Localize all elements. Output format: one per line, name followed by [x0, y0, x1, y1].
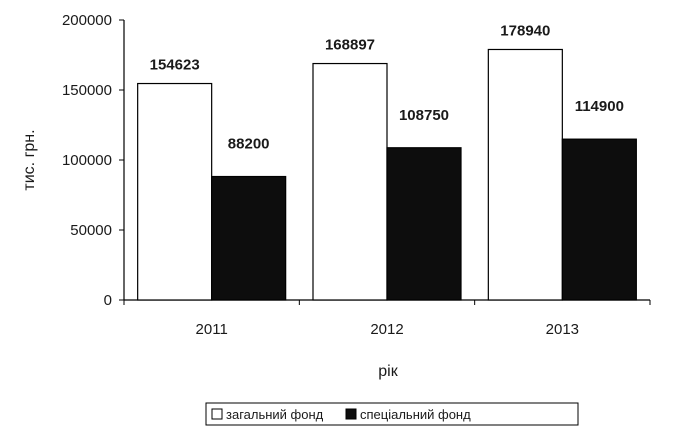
legend-label-series-2: спеціальний фонд [360, 407, 471, 422]
y-tick-label: 50000 [70, 222, 112, 239]
data-label: 114900 [575, 98, 624, 115]
legend-swatch-series-1 [211, 408, 223, 420]
bar-spetsialnyi-2011 [211, 175, 287, 301]
x-tick-label: 2011 [196, 321, 228, 338]
data-label: 168897 [325, 37, 375, 54]
y-tick-label: 150000 [62, 82, 112, 99]
bar-zagalnyi-2011 [137, 82, 213, 301]
bars [137, 48, 637, 301]
data-label: 154623 [150, 57, 200, 74]
legend-label-series-1: загальний фонд [226, 407, 324, 422]
axes: 0 50000 100000 150000 200000 2011 2012 2013 [62, 12, 651, 338]
x-tick-label: 2012 [370, 321, 403, 338]
y-tick-label: 0 [104, 292, 112, 309]
y-tick-label: 200000 [62, 12, 112, 29]
data-label: 178940 [500, 22, 550, 39]
data-label: 88200 [228, 136, 270, 153]
data-labels: 154623 88200 168897 108750 178940 114900 [150, 22, 624, 152]
data-label: 108750 [399, 107, 449, 124]
legend: загальний фонд спеціальний фонд [205, 402, 579, 426]
x-axis-title: рік [378, 363, 398, 380]
bar-zagalnyi-2012 [312, 62, 388, 301]
bar-spetsialnyi-2013 [561, 138, 637, 301]
bar-spetsialnyi-2012 [386, 147, 462, 301]
legend-swatch-series-2 [345, 408, 357, 420]
y-axis-title: тис. грн. [21, 129, 38, 190]
y-tick-label: 100000 [62, 152, 112, 169]
bar-zagalnyi-2013 [487, 48, 563, 301]
x-tick-label: 2013 [546, 321, 579, 338]
